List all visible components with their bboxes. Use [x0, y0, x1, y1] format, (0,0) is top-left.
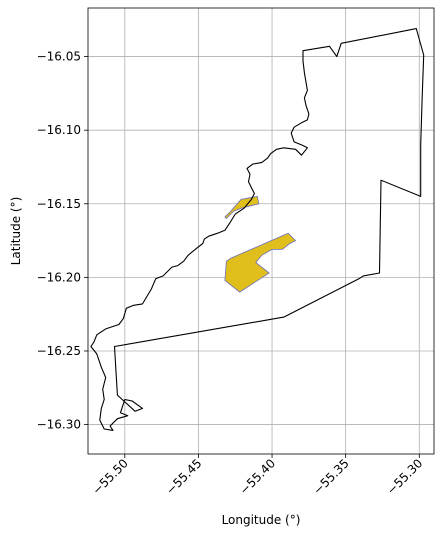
- y-tick-label: −16.20: [37, 270, 81, 284]
- x-tick-label: −55.45: [163, 456, 204, 497]
- y-tick-label: −16.05: [37, 50, 81, 64]
- y-axis-label: Latitude (°): [9, 197, 23, 266]
- map-shapes: [90, 28, 425, 431]
- x-axis-label: Longitude (°): [222, 513, 301, 527]
- y-tick-label: −16.30: [37, 418, 81, 432]
- feature-polygon: [224, 232, 297, 293]
- y-tick-label: −16.15: [37, 197, 81, 211]
- y-axis: −16.05 −16.10 −16.15 −16.20 −16.25 −16.30: [37, 50, 88, 432]
- grid-lines: [88, 8, 434, 454]
- x-tick-label: −55.40: [237, 456, 278, 497]
- x-tick-label: −55.35: [310, 456, 351, 497]
- feature-polygon: [224, 195, 260, 220]
- y-tick-label: −16.25: [37, 344, 81, 358]
- x-tick-label: −55.50: [90, 456, 131, 497]
- plot-frame: [87, 7, 435, 455]
- x-tick-label: −55.30: [384, 456, 425, 497]
- boundary-outline: [90, 28, 425, 431]
- x-axis: −55.50 −55.45 −55.40 −55.35 −55.30: [90, 454, 425, 498]
- y-tick-label: −16.10: [37, 123, 81, 137]
